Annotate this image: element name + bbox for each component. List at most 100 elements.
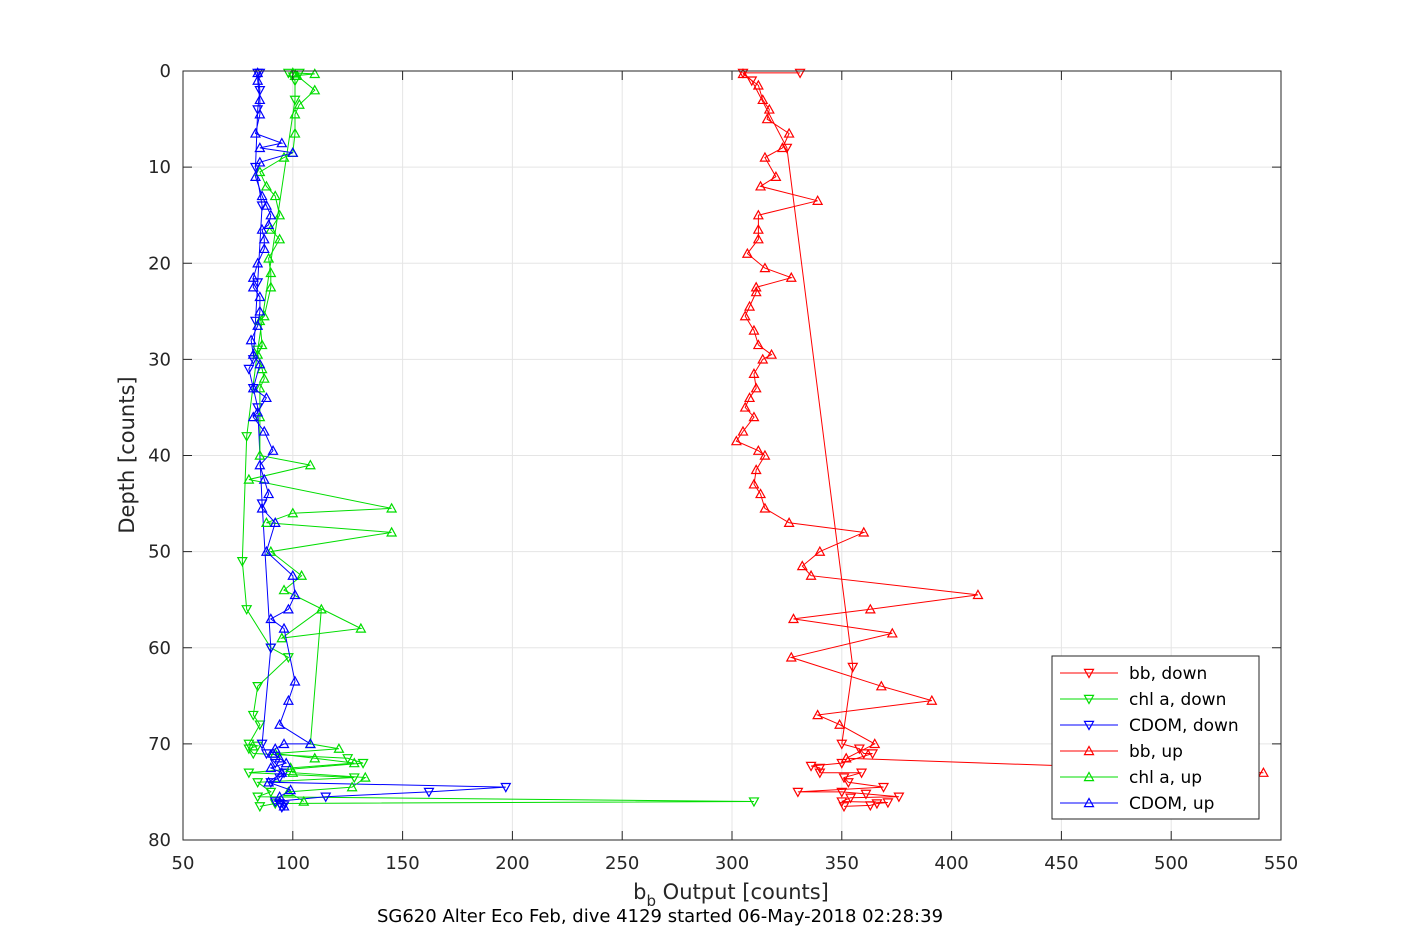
data-point: [247, 348, 259, 359]
data-point: [258, 372, 270, 383]
data-point: [348, 773, 360, 784]
data-point: [252, 319, 264, 330]
data-point: [247, 382, 259, 393]
data-point: [871, 799, 883, 810]
data-point: [260, 517, 272, 527]
data-point: [256, 190, 268, 201]
y-tick-label: 40: [148, 446, 171, 467]
data-point: [241, 432, 253, 443]
data-point: [282, 694, 294, 705]
data-point: [304, 738, 316, 749]
data-point: [254, 305, 266, 316]
data-point: [752, 209, 764, 220]
data-point: [748, 478, 760, 489]
data-point: [315, 603, 327, 614]
data-point: [357, 758, 369, 769]
data-point: [750, 281, 762, 292]
data-point: [254, 358, 266, 369]
data-point: [847, 662, 859, 673]
data-point: [794, 68, 806, 79]
data-point: [282, 653, 294, 664]
data-point: [289, 589, 301, 600]
data-point: [247, 411, 259, 422]
data-point: [752, 233, 764, 244]
legend-marker: [1083, 771, 1095, 782]
x-tick-label: 550: [1264, 853, 1298, 874]
data-point: [260, 180, 272, 191]
data-point: [759, 502, 771, 513]
data-point: [236, 557, 248, 567]
y-axis-label: Depth [counts]: [115, 376, 139, 533]
data-point: [243, 744, 255, 755]
data-point: [258, 233, 270, 244]
data-point: [243, 739, 255, 750]
data-point: [730, 435, 742, 446]
data-point: [269, 797, 281, 808]
data-point: [757, 94, 769, 105]
data-point: [858, 526, 870, 537]
x-axis-label-rest: Output [counts]: [656, 880, 829, 904]
x-tick-label: 100: [276, 853, 310, 874]
y-tick-label: 70: [148, 734, 171, 755]
x-axis-label-main: b: [633, 880, 646, 904]
data-point: [265, 267, 277, 278]
data-point: [309, 752, 321, 763]
series-line: [248, 72, 392, 802]
ticks: 50 100 150 200 250 300 350 400 450 500 550 0 10 20 30 4…: [148, 61, 1298, 874]
data-point: [748, 797, 760, 808]
data-point: [254, 94, 266, 105]
data-point: [256, 502, 268, 513]
data-point: [265, 643, 277, 654]
data-point: [814, 763, 826, 774]
data-point: [293, 98, 305, 109]
data-point: [766, 348, 778, 359]
series-line: [735, 73, 1264, 774]
data-point: [744, 300, 756, 311]
data-point: [752, 444, 764, 455]
data-point: [254, 449, 266, 460]
data-point: [746, 76, 758, 87]
data-point: [761, 113, 773, 124]
series-chl-a-down: [236, 68, 760, 813]
x-axis-label: bb Output [counts]: [633, 880, 829, 910]
data-point: [282, 786, 294, 797]
data-point: [276, 632, 288, 643]
data-point: [737, 68, 749, 79]
legend: bb, down chl a, down CDOM, down bb, up chl a…: [1051, 655, 1260, 820]
legend-label: bb, down: [1129, 664, 1207, 684]
legend-item: bb, down: [1060, 664, 1207, 684]
data-point: [755, 488, 767, 499]
x-axis-label-subscript: b: [646, 892, 656, 910]
data-point: [276, 803, 288, 814]
data-point: [836, 787, 848, 798]
data-point: [836, 739, 848, 750]
x-tick-label: 500: [1154, 853, 1188, 874]
data-point: [247, 271, 259, 282]
data-point: [287, 507, 299, 518]
data-point: [814, 545, 826, 556]
data-point: [256, 363, 268, 374]
y-tick-label: 0: [160, 61, 171, 82]
data-point: [254, 291, 266, 302]
data-point: [320, 792, 332, 803]
data-point: [274, 233, 286, 244]
data-point: [739, 401, 751, 412]
data-point: [247, 281, 259, 292]
data-point: [269, 758, 281, 769]
data-point: [757, 353, 769, 364]
legend-label: CDOM, up: [1129, 794, 1214, 814]
legend-marker: [1083, 720, 1095, 731]
data-point: [842, 778, 854, 789]
data-point: [836, 758, 848, 769]
data-point: [241, 605, 253, 616]
data-point: [276, 766, 288, 777]
data-point: [260, 199, 272, 210]
legend-item: CDOM, down: [1060, 716, 1239, 736]
data-point: [812, 709, 824, 720]
legend-item: CDOM, up: [1060, 794, 1214, 814]
data-point: [287, 569, 299, 580]
data-point: [856, 768, 868, 779]
data-point: [267, 444, 279, 455]
data-point: [333, 742, 345, 753]
